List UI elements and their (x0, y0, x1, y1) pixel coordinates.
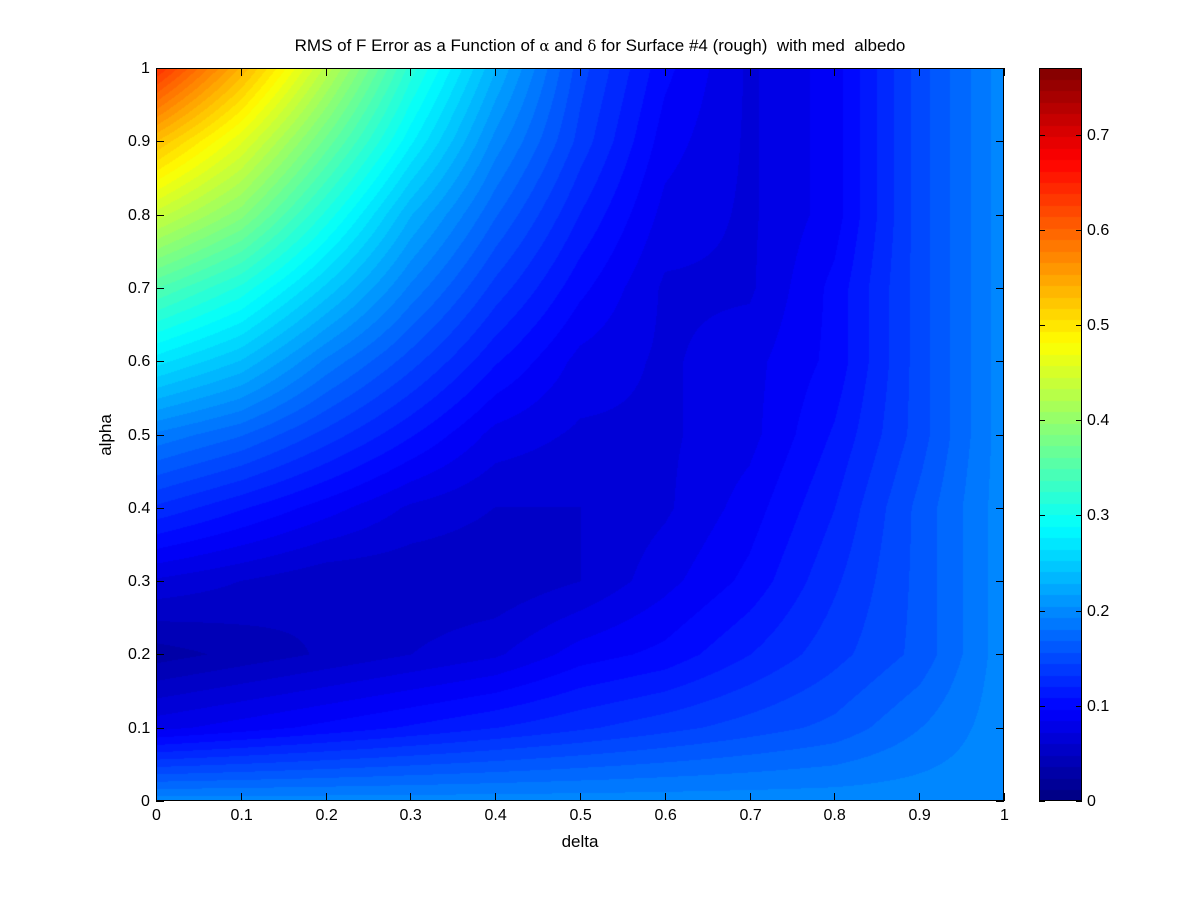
heatmap-surface (156, 68, 1004, 801)
x-tick-label: 0 (152, 807, 161, 824)
heatmap-plot-area (156, 68, 1004, 801)
colorbar-tick-label: 0.1 (1087, 697, 1110, 715)
y-tick-label: 0.1 (128, 719, 151, 737)
y-tick-label: 0.2 (128, 645, 151, 663)
title-text-1: RMS of F Error as a Function of (294, 36, 540, 55)
y-tick-label: 0.7 (128, 279, 151, 297)
colorbar-tick-label: 0.4 (1087, 411, 1110, 429)
x-tick-label: 0.5 (569, 807, 592, 824)
y-tick-label: 1 (141, 59, 150, 77)
y-tick-label: 0.4 (128, 499, 151, 517)
colorbar-tick-label: 0.3 (1087, 506, 1110, 524)
x-tick-label: 0.7 (739, 807, 762, 824)
colorbar-tick-label: 0.6 (1087, 221, 1110, 239)
colorbar-tick-label: 0.2 (1087, 602, 1110, 620)
x-tick-label: 0.1 (230, 807, 253, 824)
colorbar-tick-label: 0.7 (1087, 126, 1110, 144)
x-tick-label: 0.3 (399, 807, 422, 824)
title-alpha-symbol: α (539, 37, 550, 55)
chart-title: RMS of F Error as a Function of α and δ … (0, 36, 1200, 56)
y-tick-label: 0.5 (128, 426, 151, 444)
x-tick-label: 0.9 (908, 807, 931, 824)
y-tick-label: 0.6 (128, 352, 151, 370)
title-delta-symbol: δ (587, 37, 597, 55)
x-tick-label: 0.4 (484, 807, 507, 824)
y-tick-label: 0.3 (128, 572, 151, 590)
colorbar-gradient (1039, 68, 1082, 801)
colorbar-tick-label: 0.5 (1087, 316, 1110, 334)
y-axis-label: alpha (96, 414, 115, 456)
x-tick-label: 1 (1000, 807, 1009, 824)
title-text-3: for Surface #4 (rough) with med albedo (596, 36, 906, 55)
colorbar (1039, 68, 1082, 801)
x-tick-label: 0.6 (654, 807, 677, 824)
y-tick-label: 0.8 (128, 206, 151, 224)
x-axis-label: delta (561, 832, 599, 851)
y-tick-label: 0.9 (128, 132, 151, 150)
x-tick-label: 0.2 (315, 807, 338, 824)
title-text-2: and (549, 36, 588, 55)
colorbar-tick-label: 0 (1087, 792, 1096, 810)
x-tick-label: 0.8 (823, 807, 846, 824)
y-tick-label: 0 (141, 792, 150, 810)
